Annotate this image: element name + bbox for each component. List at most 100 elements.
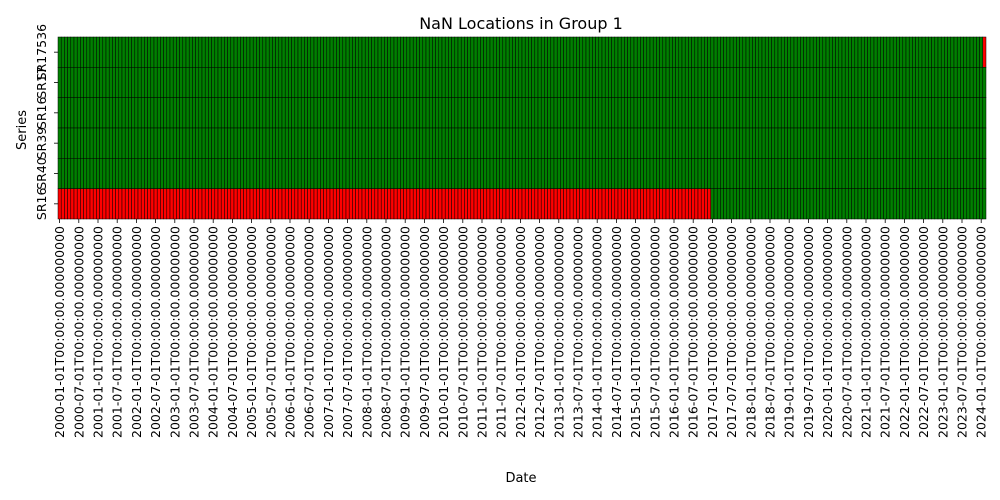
heatmap-cell	[316, 158, 321, 189]
heatmap-cell	[457, 188, 462, 220]
heatmap-cell	[377, 158, 382, 189]
heatmap-cell	[86, 158, 91, 189]
heatmap-cell	[227, 97, 232, 129]
heatmap-cell	[166, 36, 171, 68]
heatmap-cell	[528, 188, 532, 220]
heatmap-cell	[528, 97, 532, 129]
heatmap-cell	[595, 127, 600, 159]
heatmap-cell	[531, 158, 536, 189]
heatmap-cell	[329, 158, 334, 189]
heatmap-cell	[588, 158, 593, 189]
heatmap-cell	[169, 36, 174, 68]
heatmap-cell	[73, 188, 78, 220]
heatmap-cell	[169, 158, 174, 189]
heatmap-cell	[476, 97, 481, 129]
heatmap-cell	[140, 188, 145, 220]
heatmap-cell	[576, 36, 580, 68]
heatmap-cell	[291, 67, 296, 98]
heatmap-cell	[153, 36, 158, 68]
heatmap-cell	[259, 188, 264, 220]
heatmap-cell	[64, 188, 68, 220]
heatmap-cell	[467, 158, 472, 189]
heatmap-cell	[617, 127, 622, 159]
heatmap-cell	[64, 97, 68, 129]
heatmap-cell	[761, 188, 766, 220]
heatmap-cell	[976, 158, 980, 189]
heatmap-cell	[156, 36, 161, 68]
heatmap-cell	[243, 158, 248, 189]
heatmap-cell	[224, 158, 228, 189]
heatmap-cell	[928, 67, 932, 98]
heatmap-cell	[784, 36, 788, 68]
heatmap-cell	[656, 188, 660, 220]
heatmap-cell	[294, 67, 299, 98]
heatmap-cell	[144, 36, 148, 68]
heatmap-cell	[259, 158, 264, 189]
heatmap-cell	[736, 36, 740, 68]
heatmap-cell	[937, 158, 942, 189]
heatmap-cell	[313, 97, 318, 129]
heatmap-cell	[912, 158, 916, 189]
heatmap-cell	[688, 158, 692, 189]
heatmap-cell	[256, 158, 260, 189]
heatmap-cell	[124, 188, 129, 220]
heatmap-cell	[768, 188, 772, 220]
y-axis-label: Series	[15, 110, 30, 150]
heatmap-cell	[585, 67, 590, 98]
heatmap-cell	[377, 127, 382, 159]
x-tick-label: 2018-07-01T00:00:00.000000000	[763, 226, 778, 438]
heatmap-cell	[569, 158, 574, 189]
heatmap-cell	[547, 36, 552, 68]
heatmap-cell	[121, 158, 126, 189]
heatmap-cell	[934, 36, 939, 68]
heatmap-cell	[883, 97, 888, 129]
heatmap-cell	[70, 188, 75, 220]
heatmap-cell	[726, 127, 731, 159]
heatmap-cell	[339, 127, 344, 159]
heatmap-cell	[380, 127, 385, 159]
heatmap-cell	[905, 36, 910, 68]
heatmap-cell	[422, 158, 427, 189]
heatmap-cell	[80, 127, 84, 159]
heatmap-cell	[182, 158, 187, 189]
heatmap-cell	[480, 67, 484, 98]
heatmap-cell	[704, 127, 708, 159]
heatmap-cell	[697, 97, 702, 129]
heatmap-cell	[883, 36, 888, 68]
heatmap-cell	[313, 127, 318, 159]
heatmap-cell	[476, 36, 481, 68]
heatmap-cell	[345, 67, 350, 98]
heatmap-cell	[502, 97, 507, 129]
heatmap-cell	[323, 127, 328, 159]
heatmap-cell	[668, 158, 673, 189]
heatmap-cell	[899, 36, 904, 68]
heatmap-cell	[665, 67, 670, 98]
heatmap-cell	[457, 67, 462, 98]
heatmap-cell	[425, 127, 430, 159]
heatmap-cell	[640, 188, 644, 220]
heatmap-cell	[278, 158, 283, 189]
heatmap-cell	[966, 158, 971, 189]
heatmap-cell	[969, 188, 974, 220]
heatmap-cell	[390, 36, 395, 68]
heatmap-cell	[99, 158, 104, 189]
heatmap-cell	[316, 127, 321, 159]
heatmap-cell	[204, 67, 209, 98]
heatmap-cell	[723, 36, 728, 68]
heatmap-cell	[867, 36, 872, 68]
heatmap-cell	[406, 97, 411, 129]
heatmap-cell	[643, 36, 648, 68]
heatmap-cell	[188, 127, 193, 159]
heatmap-cell	[345, 188, 350, 220]
heatmap-cell	[182, 188, 187, 220]
heatmap-cell	[192, 67, 196, 98]
heatmap-cell	[387, 97, 392, 129]
heatmap-cell	[323, 158, 328, 189]
heatmap-cell	[307, 158, 312, 189]
heatmap-cell	[851, 127, 856, 159]
heatmap-cell	[563, 67, 568, 98]
heatmap-cell	[83, 188, 88, 220]
heatmap-cell	[739, 67, 744, 98]
heatmap-cell	[656, 67, 660, 98]
heatmap-cell	[633, 67, 638, 98]
